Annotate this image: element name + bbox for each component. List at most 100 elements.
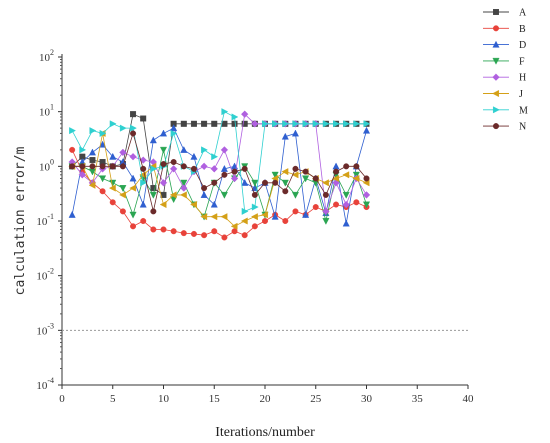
x-ticks: 0 5 10 15 20 25 30 35 40 (59, 385, 474, 405)
x-tick-label: 15 (209, 393, 221, 405)
series-n-point (251, 191, 258, 198)
series-b-point (140, 217, 147, 224)
series-d-point (332, 162, 340, 170)
legend-label: N (519, 122, 526, 133)
series-f-point (180, 179, 188, 187)
series-m-point (292, 120, 300, 128)
series-j-point (230, 222, 238, 230)
legend-item-f: F (483, 56, 525, 67)
series-b-point (119, 208, 126, 215)
series-n-point (353, 163, 360, 170)
series-j-point (159, 201, 167, 209)
x-tick-label: 5 (110, 393, 116, 405)
series-n-point (130, 130, 137, 137)
series-m-point (353, 120, 361, 128)
series-m-point (140, 179, 148, 187)
series-f-point (220, 191, 228, 199)
legend-swatch-marker (493, 123, 500, 130)
legend-item-j: J (483, 89, 523, 100)
series-d-line (71, 127, 367, 224)
series-b-point (353, 199, 360, 206)
series-h-point (169, 165, 178, 173)
series-f-point (251, 179, 259, 187)
series-m-point (302, 120, 310, 128)
series-d-point (180, 146, 188, 153)
x-axis-label: Iterations/number (215, 425, 315, 440)
series-b-point (231, 228, 238, 235)
series-j-point (190, 201, 197, 209)
series-m-point (69, 127, 76, 135)
series-h-point (332, 179, 340, 187)
series-m-point (282, 120, 290, 128)
series-n-point (109, 163, 116, 170)
series-a-point (211, 120, 218, 127)
series-b-point (241, 232, 248, 239)
legend-swatch-marker (492, 89, 499, 98)
series-f-point (302, 175, 310, 183)
series-n-point (211, 179, 218, 186)
legend-swatch-marker (493, 25, 500, 32)
series-n-point (322, 191, 329, 198)
y-tick-label: 100 (39, 157, 54, 173)
legend-swatch-marker (492, 40, 500, 48)
series-f-point (99, 175, 107, 183)
series-m-point (119, 124, 127, 132)
series-m-point (322, 120, 330, 128)
y-tick-label: 10-4 (36, 376, 54, 392)
series-m-point (231, 113, 239, 121)
series-b-point (221, 234, 228, 241)
series-m-point (211, 153, 219, 161)
series-h-point (200, 162, 208, 171)
series-m-point (201, 146, 208, 154)
y-ticks: 10-4 10-3 10-2 10-1 100 101 102 (36, 48, 62, 392)
series-d-point (200, 191, 208, 198)
series-f-point (281, 179, 289, 187)
series-d-point (149, 136, 157, 144)
series-f-point (291, 191, 299, 199)
series-j-point (119, 191, 126, 199)
series-b-point (312, 204, 319, 211)
series-n-point (302, 168, 309, 175)
series-a-point (231, 120, 238, 127)
legend-item-h: H (483, 73, 526, 84)
series-j-point (220, 213, 228, 221)
series-h-point (220, 146, 229, 154)
series-n-point (241, 165, 248, 172)
series-n-point (69, 163, 76, 170)
series-n-point (363, 175, 370, 182)
series-h-point (251, 120, 259, 128)
series-h-point (78, 171, 86, 179)
series-b-point (201, 232, 208, 239)
legend-label: H (519, 73, 526, 84)
x-tick-label: 20 (260, 393, 272, 405)
series-d-point (109, 152, 117, 160)
series-n-point (140, 165, 147, 172)
series-j-point (179, 191, 187, 199)
series-n-point (89, 163, 96, 170)
series-d-point (291, 129, 299, 137)
legend-label: D (519, 40, 526, 51)
series-n-point (231, 168, 238, 175)
series-b-point (211, 228, 218, 235)
series-n-point (292, 165, 299, 172)
series-a-point (150, 185, 157, 192)
series-h-point (180, 184, 188, 192)
series-n-point (312, 175, 319, 182)
y-tick-label: 10-3 (36, 321, 54, 337)
series-b-point (109, 199, 116, 206)
legend-item-m: M (483, 105, 528, 116)
series-b-point (333, 201, 340, 208)
series-f-point (119, 185, 127, 192)
series-d-point (190, 152, 198, 160)
y-tick-label: 10-2 (36, 267, 54, 283)
legend-item-n: N (483, 122, 526, 133)
series-b-point (170, 228, 177, 235)
series-j-point (88, 181, 96, 189)
series-n-point (262, 179, 269, 186)
series-j-point (352, 174, 360, 182)
series-d-point (241, 178, 249, 186)
series-m-point (130, 124, 137, 132)
series-a-point (89, 157, 96, 164)
series-n-point (272, 179, 279, 186)
series-n-point (180, 163, 187, 170)
